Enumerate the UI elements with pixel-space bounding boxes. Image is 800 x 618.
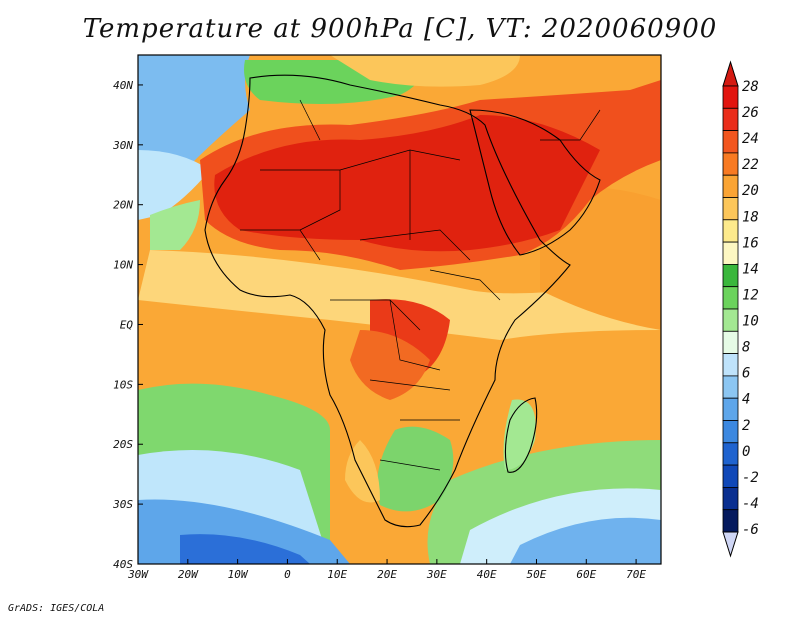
colorbar-swatch [722,107,739,132]
chart-title: Temperature at 900hPa [C], VT: 202006090… [82,14,718,44]
colorbar-label: 26 [742,105,759,121]
colorbar-label: 12 [742,287,759,303]
colorbar-swatch [722,174,739,198]
colorbar-label: 10 [742,314,759,330]
lat-tick-label: 10S [113,378,133,391]
lon-tick-label: 30E [426,568,447,581]
colorbar-label: 4 [742,392,750,408]
colorbar-swatch [722,464,739,488]
colorbar-top-cap [722,60,739,87]
lon-tick-label: 30W [127,568,149,581]
lon-tick-label: 70E [626,568,646,581]
country-borders [240,99,601,471]
colorbar-label: 18 [742,209,759,225]
colorbar-label: 14 [742,261,759,277]
northwest-cool-blue [138,55,250,175]
colorbar-label: -2 [742,470,759,486]
colorbar-swatch [722,263,739,288]
colorbar-label: 22 [742,157,759,173]
colorbar-swatch [722,152,739,176]
lat-tick-label: 30N [112,139,133,152]
equatorial-warm [138,250,661,340]
colorbar-swatch [722,375,739,399]
colorbar-label: -4 [742,496,759,512]
southeast-cool-blue [510,517,661,564]
hot-congo [350,330,430,400]
colorbar-swatch [722,397,739,421]
northwest-green [150,200,200,250]
colorbar-label: 2 [742,418,750,434]
colorbar-label: 8 [742,340,750,356]
longitude-axis: 30W 20W 10W 0 10E 20E 30E 40E 50E 60E 70E [127,559,646,581]
colorbar-swatch [722,330,739,354]
colorbar-swatch [722,486,739,511]
lon-tick-label: 50E [527,568,547,581]
lat-tick-label: 40S [113,558,133,571]
lat-tick-label: 10N [113,259,133,272]
europe-mix [330,55,520,87]
colorbar-label: 16 [742,235,759,251]
lat-tick-label: 30S [112,498,133,511]
lon-tick-label: 40E [477,568,497,581]
colorbar-label: 6 [742,366,750,382]
southern-africa-green [377,426,454,512]
lat-tick-label: 40N [113,79,133,92]
lon-tick-label: 60E [576,568,596,581]
lat-tick-label: 20S [113,438,133,451]
map-frame [137,54,662,565]
northwest-cool-light [138,150,210,220]
grads-credit: GrADS: IGES/COLA [8,603,105,614]
colorbar-label: 0 [742,444,750,460]
lat-tick-label: 20N [113,199,133,212]
hot-core-2 [214,115,600,252]
colorbar-label: 20 [742,183,759,199]
colorbar-swatch [722,353,739,377]
colorbar-swatch [722,442,739,466]
africa-coastline [204,74,571,528]
south-cool-deep [180,534,310,564]
colorbar-swatch [722,509,739,533]
lon-tick-label: 0 [284,568,291,581]
colorbar-swatch [722,420,739,444]
latitude-axis: 40N 30N 20N 10N EQ 10S 20S 30S 40S [112,79,143,571]
colorbar-label: 28 [742,79,759,95]
temperature-map [137,54,662,565]
colorbar-swatch [722,308,739,332]
colorbar-swatch [722,197,739,221]
colorbar-swatch [722,85,739,109]
colorbar-label: 24 [742,131,759,147]
colorbar-label: -6 [742,522,759,538]
lat-tick-label: EQ [120,318,134,331]
lon-tick-label: 10E [327,568,347,581]
lon-tick-label: 20E [377,568,397,581]
colorbar-swatch [722,219,739,243]
colorbar-swatch [722,130,739,154]
lon-tick-label: 10W [228,568,249,581]
madagascar-coastline [504,397,538,473]
arabia-coastline [469,109,601,256]
lon-tick-label: 20W [178,568,199,581]
colorbar-swatch [722,286,739,310]
colorbar-bottom-cap [722,531,739,558]
colorbar-swatch [722,241,739,265]
